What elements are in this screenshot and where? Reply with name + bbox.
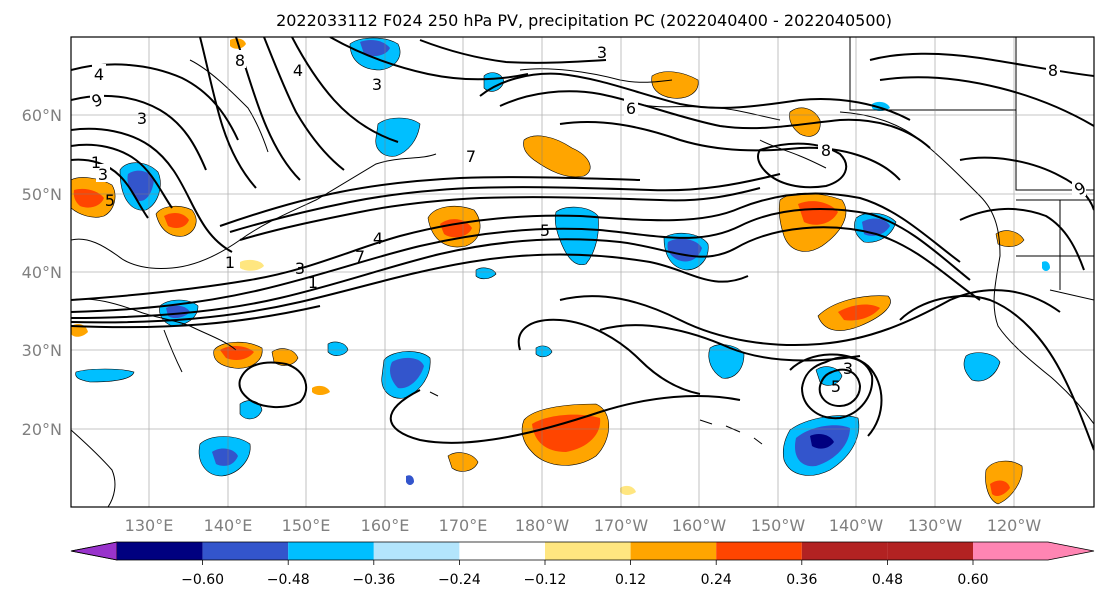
contour-label: 7	[355, 247, 365, 266]
lon-label: 170°E	[439, 516, 488, 535]
colorbar-tick-label: 0.60	[957, 572, 988, 588]
lon-label: 150°W	[751, 516, 806, 535]
contour-label: 1	[308, 273, 318, 292]
lon-label: 130°W	[908, 516, 963, 535]
contour-label: 1	[91, 153, 101, 172]
contour-labels: 4 9 3 1 3 5 8 4 3 1 4 7 3 1 7 5 6 3 8	[89, 43, 1089, 396]
lon-label: 180°W	[515, 516, 570, 535]
colorbar-segment	[801, 542, 888, 560]
colorbar-segment	[373, 542, 460, 560]
longitude-labels: 130°E 140°E 150°E 160°E 170°E 180°W 170°…	[125, 516, 1042, 535]
contour-label: 5	[831, 377, 841, 396]
colorbar-segment	[545, 542, 631, 560]
colorbar-tick-label: −0.24	[438, 572, 481, 588]
colorbar-tick-label: 0.36	[786, 572, 817, 588]
contour-label: 4	[373, 229, 383, 248]
contour-label: 8	[235, 51, 245, 70]
contour-label: 4	[94, 65, 104, 84]
contour-label: 3	[597, 43, 607, 62]
colorbar-segment	[716, 542, 802, 560]
colorbar-segment	[887, 542, 973, 560]
map-frame	[70, 36, 1095, 508]
colorbar-ticks	[202, 560, 974, 565]
lat-label: 30°N	[22, 341, 62, 360]
colorbar-tick-label: −0.36	[352, 572, 395, 588]
lon-label: 170°W	[594, 516, 649, 535]
contour-label: 8	[1048, 61, 1058, 80]
pv-contours	[71, 37, 1094, 451]
colorbar-segment	[202, 542, 289, 560]
colorbar-extend-min	[70, 541, 118, 561]
contour-label: 1	[225, 253, 235, 272]
colorbar-tick-label: −0.12	[524, 572, 567, 588]
colorbar-tick-label: 0.12	[615, 572, 646, 588]
lon-label: 160°E	[361, 516, 410, 535]
contour-label: 3	[372, 75, 382, 94]
lat-label: 20°N	[22, 420, 62, 439]
map-area: 4 9 3 1 3 5 8 4 3 1 4 7 3 1 7 5 6 3 8	[71, 37, 1094, 507]
colorbar-tick-label: 0.24	[701, 572, 732, 588]
contour-label: 5	[540, 221, 550, 240]
map-title: 2022033112 F024 250 hPa PV, precipitatio…	[276, 11, 892, 30]
lon-label: 130°E	[125, 516, 174, 535]
latitude-labels: 60°N 50°N 40°N 30°N 20°N	[22, 106, 62, 439]
gridlines	[71, 37, 1094, 507]
contour-label: 3	[98, 165, 108, 184]
lon-label: 160°W	[672, 516, 727, 535]
contour-label: 3	[843, 359, 853, 378]
lon-label: 120°W	[987, 516, 1042, 535]
lat-label: 50°N	[22, 185, 62, 204]
colorbar-extend-max-fill	[973, 542, 1094, 560]
lon-label: 140°E	[204, 516, 253, 535]
colorbar-tick-labels: −0.60 −0.48 −0.36 −0.24 −0.12 0.12 0.24 …	[181, 572, 988, 588]
colorbar-outline	[70, 541, 1095, 561]
colorbar-tick-label: −0.60	[181, 572, 224, 588]
contour-label: 3	[295, 259, 305, 278]
contour-label: 8	[821, 141, 831, 160]
lon-label: 140°W	[829, 516, 884, 535]
lat-label: 60°N	[22, 106, 62, 125]
precip-negative-regions	[75, 37, 1050, 485]
colorbar-segment	[459, 542, 545, 560]
coastlines	[71, 37, 1094, 507]
contour-label: 3	[137, 109, 147, 128]
contour-label: 4	[293, 61, 303, 80]
lon-label: 150°E	[282, 516, 331, 535]
contour-label: 6	[626, 99, 636, 118]
contour-label: 7	[466, 147, 476, 166]
colorbar: −0.60 −0.48 −0.36 −0.24 −0.12 0.12 0.24 …	[70, 541, 1095, 588]
colorbar-tick-label: 0.48	[872, 572, 903, 588]
colorbar-segment	[288, 542, 374, 560]
colorbar-segment	[117, 542, 203, 560]
colorbar-segment	[630, 542, 717, 560]
lat-label: 40°N	[22, 263, 62, 282]
colorbar-tick-label: −0.48	[267, 572, 310, 588]
contour-label: 5	[105, 191, 115, 210]
